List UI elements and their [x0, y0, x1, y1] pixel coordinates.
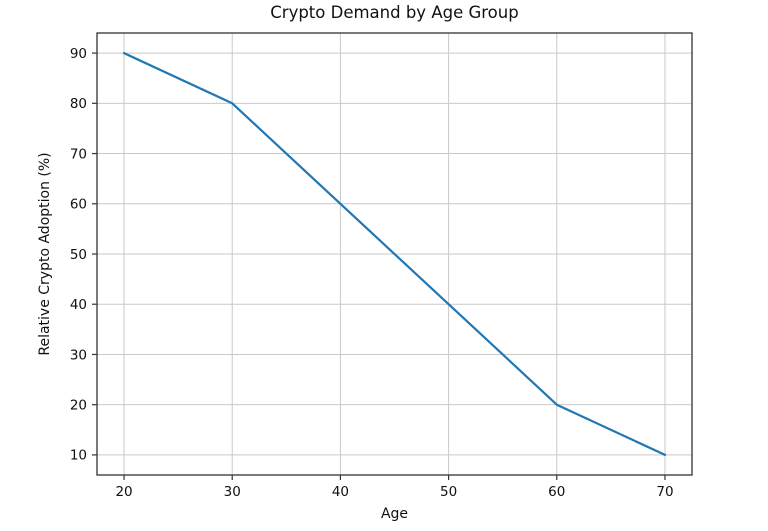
x-axis-label: Age: [380, 506, 409, 522]
x-tick-label: 30: [224, 484, 241, 500]
y-tick-label: 60: [70, 197, 87, 213]
data-line: [122, 51, 667, 456]
y-tick-label: 40: [70, 297, 87, 313]
y-tick-label: 30: [70, 347, 87, 363]
x-tick-label: 60: [548, 484, 565, 500]
chart-title: Crypto Demand by Age Group: [270, 3, 519, 22]
y-tick-label: 80: [70, 96, 87, 112]
x-tick-label: 50: [440, 484, 457, 500]
y-tick-label: 20: [70, 397, 87, 413]
x-tick-label: 70: [656, 484, 673, 500]
y-axis-label: Relative Crypto Adoption (%): [37, 152, 53, 356]
x-tick-label: 40: [332, 484, 349, 500]
x-tick-label: 20: [115, 484, 132, 500]
y-tick-label: 50: [70, 247, 87, 263]
y-tick-label: 90: [70, 46, 87, 62]
y-tick-label: 70: [70, 146, 87, 162]
y-tick-label: 10: [70, 448, 87, 464]
